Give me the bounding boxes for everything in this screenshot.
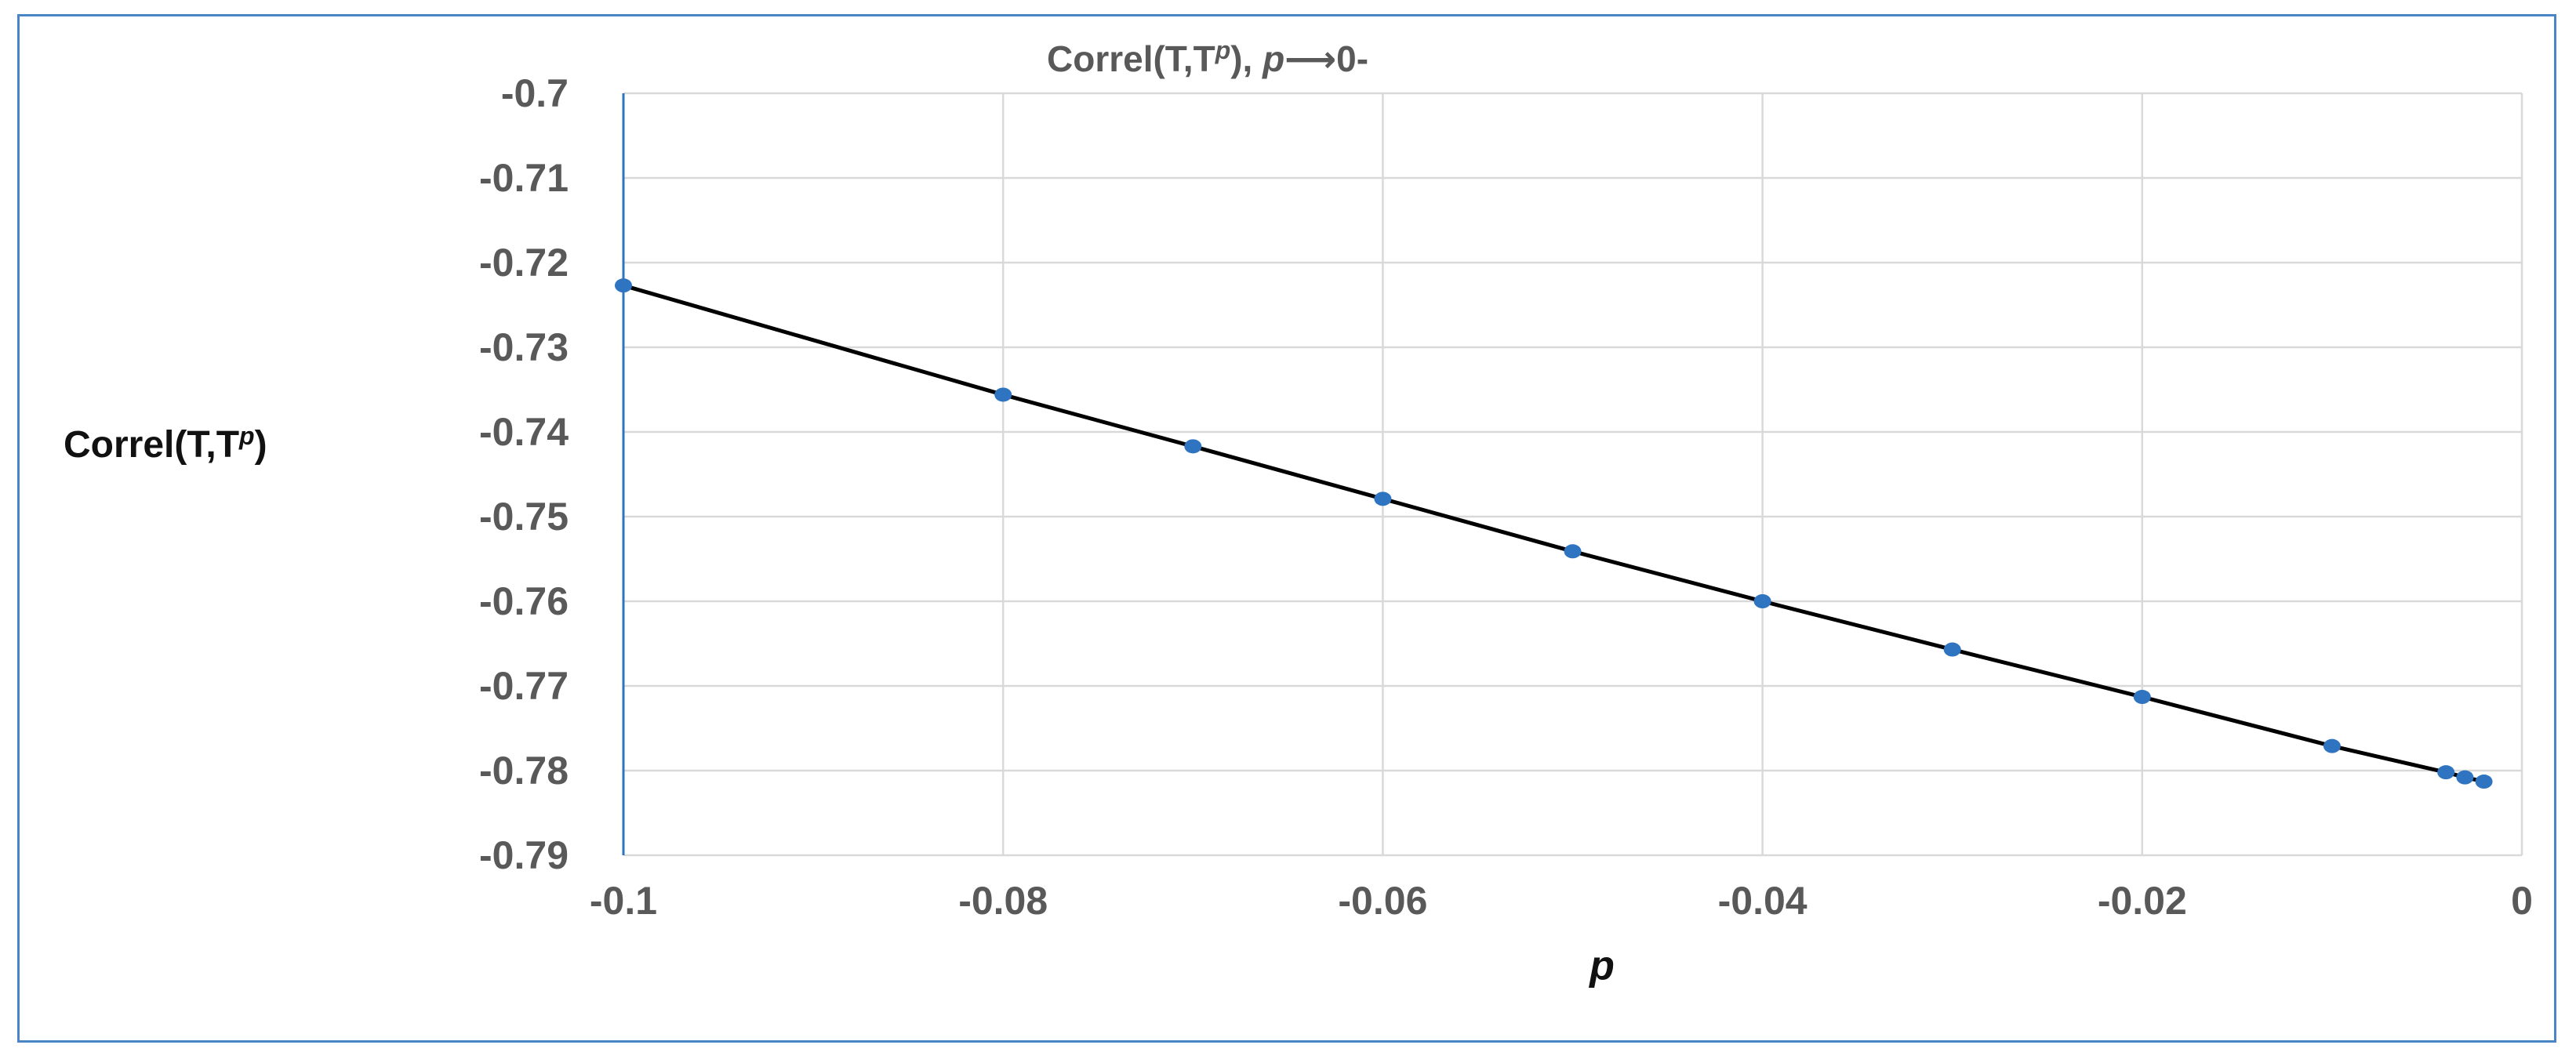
y-tick-label: -0.74 — [479, 410, 569, 454]
y-tick-label: -0.79 — [479, 833, 569, 877]
y-tick-label: -0.78 — [479, 749, 569, 793]
x-tick-label: -0.08 — [958, 879, 1048, 923]
y-tick-label: -0.71 — [479, 156, 569, 200]
data-point — [1184, 439, 1202, 454]
x-tick-label: -0.02 — [2098, 879, 2187, 923]
x-tick-label: -0.06 — [1338, 879, 1427, 923]
x-tick-label: 0 — [2511, 879, 2533, 923]
data-point — [2133, 690, 2151, 705]
data-point — [2323, 738, 2341, 753]
chart-frame: -0.7 -0.71 -0.72 -0.73 -0.74 -0.75 -0.76 -0.77 -… — [17, 14, 2556, 1043]
data-point — [1943, 642, 1961, 657]
chart-title: Correl(T,Tp), p⟶0- — [1047, 36, 1368, 79]
data-point — [2456, 770, 2474, 785]
tick-label-layer: -0.7 -0.71 -0.72 -0.73 -0.74 -0.75 -0.76 -0.77 -… — [479, 71, 2533, 923]
data-point — [994, 387, 1012, 402]
data-point — [2437, 765, 2455, 780]
data-point — [1374, 492, 1392, 506]
x-axis-label: p — [1588, 943, 1615, 989]
data-point — [2475, 775, 2493, 789]
data-point — [1564, 544, 1582, 559]
y-tick-label: -0.76 — [479, 579, 569, 623]
x-tick-label: -0.04 — [1718, 879, 1808, 923]
grid-layer — [623, 92, 2523, 857]
y-tick-label: -0.72 — [479, 241, 569, 285]
x-tick-label: -0.1 — [590, 879, 657, 923]
y-axis-label: Correl(T,Tp) — [64, 422, 267, 466]
chart-svg: -0.7 -0.71 -0.72 -0.73 -0.74 -0.75 -0.76 -0.77 -… — [64, 36, 2533, 989]
data-point — [615, 278, 632, 293]
data-point — [1753, 594, 1771, 608]
y-tick-label: -0.7 — [501, 71, 569, 115]
y-tick-label: -0.73 — [479, 325, 569, 369]
series-layer — [615, 278, 2493, 789]
y-tick-label: -0.75 — [479, 495, 569, 539]
y-tick-label: -0.77 — [479, 664, 569, 708]
series-line — [623, 283, 2485, 784]
